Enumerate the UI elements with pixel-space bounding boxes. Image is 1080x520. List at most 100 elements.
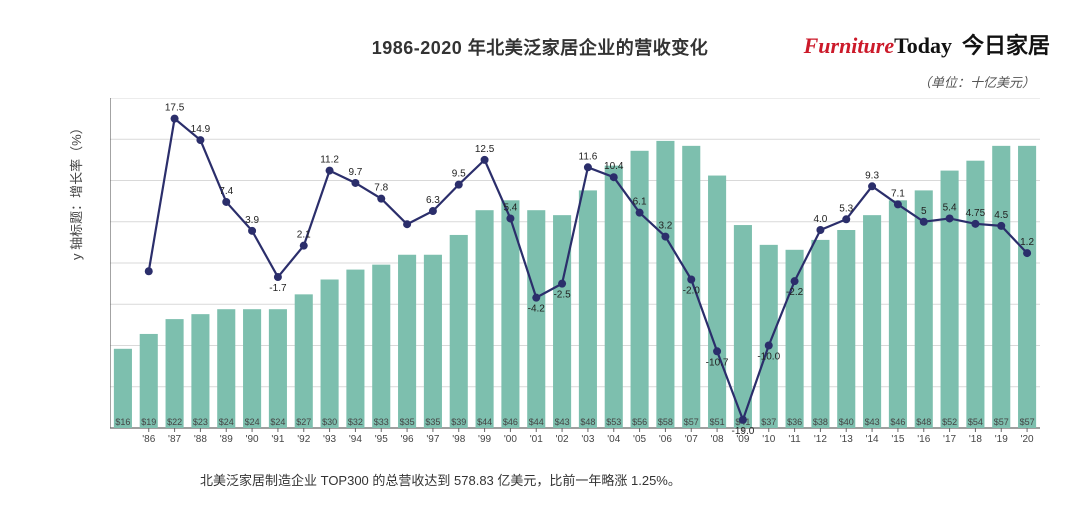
line-marker	[145, 267, 153, 275]
bar	[837, 230, 855, 428]
line-marker	[326, 167, 334, 175]
x-tick-label: '20	[1021, 434, 1034, 445]
line-marker	[377, 195, 385, 203]
line-value-label: 2.1	[297, 230, 311, 241]
brand-logo: FurnitureToday今日家居	[804, 28, 1050, 60]
y-axis-label: y 轴标题：增长率（%）	[66, 121, 85, 260]
line-value-label: 3.9	[245, 215, 259, 226]
bar-value-label: $32	[348, 417, 363, 427]
x-tick-label: '15	[891, 434, 904, 445]
x-tick-label: '17	[943, 434, 956, 445]
line-value-label: 5.3	[839, 203, 853, 214]
line-value-label: 7.8	[374, 183, 388, 194]
bar	[424, 255, 442, 428]
line-marker	[1023, 249, 1031, 257]
x-tick-label: '93	[323, 434, 336, 445]
line-value-label: -2.5	[553, 290, 571, 301]
chart-title: 1986-2020 年北美泛家居企业的营收变化	[372, 34, 709, 60]
bar-value-label: $19	[141, 417, 156, 427]
line-value-label: -1.7	[269, 283, 287, 294]
x-tick-label: '18	[969, 434, 982, 445]
bar	[527, 210, 545, 428]
x-tick-label: '19	[995, 434, 1008, 445]
x-tick-label: '00	[504, 434, 517, 445]
line-value-label: 9.7	[348, 167, 362, 178]
x-tick-label: '99	[478, 434, 491, 445]
bar	[166, 319, 184, 428]
line-marker	[946, 214, 954, 222]
bar	[1018, 146, 1036, 428]
line-value-label: 12.5	[475, 144, 495, 155]
x-tick-label: '92	[297, 434, 310, 445]
line-value-label: 11.2	[320, 155, 339, 166]
bar-value-label: $46	[890, 417, 905, 427]
x-tick-label: '95	[375, 434, 388, 445]
bar	[708, 176, 726, 428]
bar-value-label: $52	[942, 417, 957, 427]
bar-value-label: $40	[839, 417, 854, 427]
caption-text: 北美泛家居制造企业 TOP300 的总营收达到 578.83 亿美元，比前一年略…	[200, 470, 681, 489]
bar	[450, 235, 468, 428]
bar-value-label: $44	[529, 417, 544, 427]
line-value-label: -10.0	[757, 352, 780, 363]
line-marker	[868, 182, 876, 190]
x-tick-label: '10	[762, 434, 775, 445]
bar-value-label: $23	[193, 417, 208, 427]
line-marker	[636, 209, 644, 217]
bar	[863, 215, 881, 428]
x-tick-label: '06	[659, 434, 672, 445]
unit-label: （单位：十亿美元）	[918, 72, 1035, 91]
bar	[372, 265, 390, 428]
line-marker	[274, 273, 282, 281]
line-marker	[248, 227, 256, 235]
bar	[269, 309, 287, 428]
bar	[321, 280, 339, 429]
line-marker	[791, 277, 799, 285]
line-value-label: 9.5	[452, 169, 466, 180]
bar	[398, 255, 416, 428]
line-value-label: 17.5	[165, 103, 185, 114]
bar-value-label: $43	[555, 417, 570, 427]
bar	[191, 314, 209, 428]
bar-value-label: $30	[322, 417, 337, 427]
line-marker	[920, 218, 928, 226]
brand-part1: Furniture	[804, 33, 895, 58]
x-tick-label: '87	[168, 434, 181, 445]
line-value-label: -4.2	[528, 304, 546, 315]
bar-value-label: $36	[787, 417, 802, 427]
line-marker	[222, 198, 230, 206]
x-tick-label: '04	[607, 434, 620, 445]
bar-value-label: $58	[658, 417, 673, 427]
line-marker	[610, 173, 618, 181]
bar	[579, 190, 597, 428]
bar	[915, 190, 933, 428]
line-marker	[765, 342, 773, 350]
line-marker	[351, 179, 359, 187]
bar-value-label: $35	[400, 417, 415, 427]
line-marker	[584, 163, 592, 171]
line-value-label: 6.1	[633, 197, 647, 208]
bar-value-label: $46	[503, 417, 518, 427]
x-tick-label: '98	[452, 434, 465, 445]
bar	[346, 270, 364, 428]
bar-value-label: $39	[451, 417, 466, 427]
line-value-label: 5.4	[943, 202, 957, 213]
bar	[966, 161, 984, 428]
line-marker	[713, 347, 721, 355]
x-tick-label: '16	[917, 434, 930, 445]
line-marker	[558, 280, 566, 288]
bar-value-label: $24	[245, 417, 260, 427]
line-value-label: 4.5	[994, 210, 1008, 221]
bar	[889, 200, 907, 428]
bar-value-label: $35	[425, 417, 440, 427]
bar	[811, 240, 829, 428]
line-marker	[842, 215, 850, 223]
line-marker	[661, 233, 669, 241]
bar-value-label: $22	[167, 417, 182, 427]
line-marker	[403, 220, 411, 228]
x-tick-label: '86	[142, 434, 155, 445]
bar	[295, 294, 313, 428]
line-value-label: -2.2	[786, 287, 804, 298]
line-value-label: 4.75	[966, 208, 986, 219]
line-value-label: 9.3	[865, 170, 879, 181]
